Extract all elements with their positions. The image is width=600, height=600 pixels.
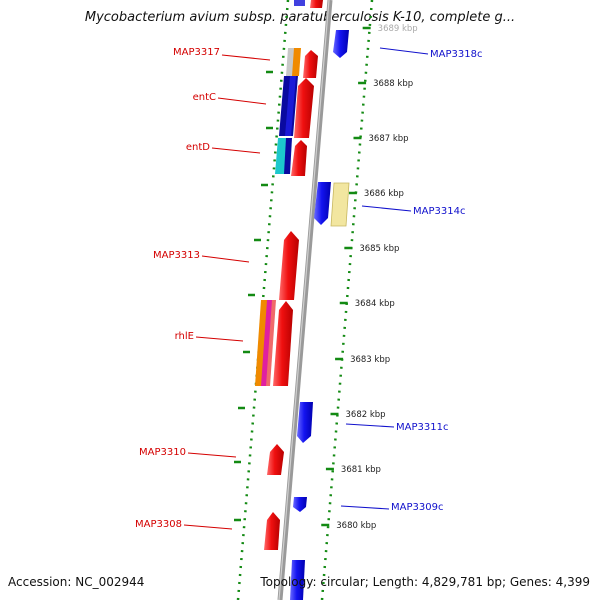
gene-entd-red[interactable] xyxy=(291,140,307,176)
gene-leader-line xyxy=(379,47,429,55)
gene-map3308[interactable] xyxy=(264,512,280,550)
tick-label: 3681 kbp xyxy=(341,465,381,475)
gene-label-map3318c[interactable]: MAP3318c xyxy=(430,49,482,60)
map-title: Mycobacterium avium subsp. paratuberculo… xyxy=(84,10,516,25)
gene-entc-blue-stripe[interactable] xyxy=(285,76,296,136)
gene-rhle-red[interactable] xyxy=(273,301,293,386)
gene-leader-line xyxy=(345,423,395,428)
gene-label-map3309c[interactable]: MAP3309c xyxy=(391,502,443,513)
tick-label: 3683 kbp xyxy=(350,355,390,365)
gene-map3314c-yellow[interactable] xyxy=(330,182,350,227)
gene-label-map3310[interactable]: MAP3310 xyxy=(139,447,186,458)
gene-leader-line xyxy=(195,336,244,342)
gene-label-map3317[interactable]: MAP3317 xyxy=(173,47,220,58)
gene-partial-top-blue[interactable] xyxy=(294,0,305,6)
gene-map3318c[interactable] xyxy=(333,30,349,58)
gene-map3311c[interactable] xyxy=(297,402,313,443)
genome-backbone xyxy=(277,0,333,600)
gene-leader-line xyxy=(217,97,267,105)
gene-entd-dark-blue[interactable] xyxy=(284,138,292,174)
gene-entc-red[interactable] xyxy=(294,78,314,138)
topology-text: Topology: circular; Length: 4,829,781 bp… xyxy=(260,575,590,589)
gene-leader-line xyxy=(211,147,261,154)
genome-backbone-highlight xyxy=(278,0,330,600)
gene-label-entd[interactable]: entD xyxy=(186,142,210,153)
gene-leader-line xyxy=(183,524,233,530)
gene-map3317-red[interactable] xyxy=(303,50,318,78)
gene-label-rhle[interactable]: rhlE xyxy=(175,331,194,342)
tick-label: 3688 kbp xyxy=(373,79,413,89)
gene-rhle-salmon[interactable] xyxy=(266,300,276,386)
gene-partial-bottom-blue[interactable] xyxy=(290,560,305,600)
gene-label-map3314c[interactable]: MAP3314c xyxy=(413,206,465,217)
gene-partial-top-red[interactable] xyxy=(310,0,323,8)
gene-map3310[interactable] xyxy=(267,444,284,475)
gene-leader-line xyxy=(187,452,237,458)
gene-label-entc[interactable]: entC xyxy=(193,92,216,103)
tick-label: 3682 kbp xyxy=(346,410,386,420)
gene-map3317-orange[interactable] xyxy=(292,48,301,76)
gene-leader-line xyxy=(201,255,250,263)
tick-label: 3684 kbp xyxy=(355,299,395,309)
tick-label: 3686 kbp xyxy=(364,189,404,199)
tick-label: 3687 kbp xyxy=(369,134,409,144)
gene-leader-line xyxy=(221,54,271,61)
gene-map3309c[interactable] xyxy=(293,497,307,512)
gene-map3314c-blue[interactable] xyxy=(314,182,331,225)
accession-text: Accession: NC_002944 xyxy=(8,575,145,589)
gene-map3313[interactable] xyxy=(279,231,299,300)
gene-label-map3308[interactable]: MAP3308 xyxy=(135,519,182,530)
tick-label: 3685 kbp xyxy=(359,244,399,254)
gene-rhle-magenta[interactable] xyxy=(261,300,273,386)
gene-leader-line xyxy=(361,205,412,212)
gene-leader-line xyxy=(340,505,390,510)
gene-label-map3313[interactable]: MAP3313 xyxy=(153,250,200,261)
tick-label: 3680 kbp xyxy=(336,521,376,531)
gene-label-map3311c[interactable]: MAP3311c xyxy=(396,422,448,433)
tick-label: 3689 kbp xyxy=(378,24,418,34)
